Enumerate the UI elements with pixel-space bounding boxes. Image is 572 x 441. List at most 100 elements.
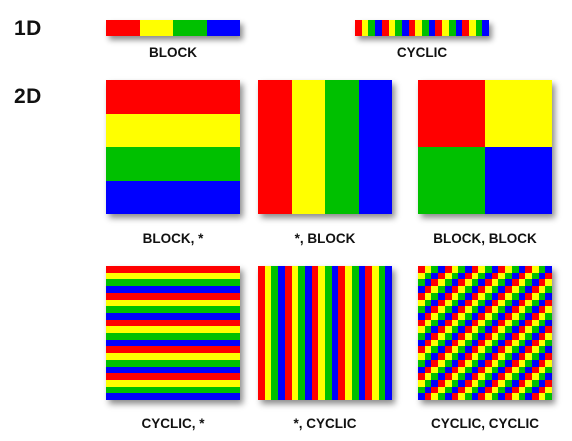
pattern-cell	[425, 293, 432, 301]
pattern-cell	[438, 380, 446, 388]
pattern-svg	[258, 80, 392, 214]
pattern-cell	[485, 300, 493, 307]
pattern-cell	[525, 279, 533, 287]
pattern-cell	[505, 313, 513, 321]
pattern-cell	[498, 360, 506, 368]
pattern-cell	[472, 393, 479, 400]
pattern-cell	[465, 373, 473, 381]
pattern-cell	[532, 326, 540, 334]
pattern-cell	[478, 353, 486, 361]
pattern-cell	[485, 326, 493, 334]
pattern-cell	[456, 20, 463, 36]
pattern-cell	[472, 279, 479, 287]
pattern-cell	[418, 279, 426, 287]
pattern-cell	[442, 20, 450, 36]
pattern-cell	[425, 273, 432, 280]
pattern-cell	[106, 320, 240, 327]
pattern-cell	[425, 286, 432, 294]
pattern-cell	[431, 320, 439, 327]
pattern-cell	[485, 346, 493, 354]
pattern-cell	[498, 286, 506, 294]
pattern-cell	[106, 306, 240, 314]
pattern-cell	[431, 306, 439, 314]
pattern-cell	[385, 266, 392, 400]
pattern-cell	[485, 333, 493, 341]
pattern-cell	[458, 279, 466, 287]
pattern-cell	[418, 266, 426, 274]
pattern-cell	[519, 360, 526, 368]
pattern-cell	[472, 373, 479, 381]
pattern-cell	[438, 393, 446, 400]
pattern-cell	[525, 340, 533, 347]
pattern-cell	[452, 393, 459, 400]
pattern-cell	[545, 300, 552, 307]
pattern-cell	[519, 147, 552, 182]
pattern-cell	[505, 360, 513, 368]
pattern-cell	[445, 306, 453, 314]
pattern-cell	[519, 367, 526, 374]
pattern-cell	[519, 273, 526, 280]
pattern-cell	[472, 367, 479, 374]
pattern-cell	[106, 333, 240, 341]
pattern-cell	[505, 333, 513, 341]
pattern-cell	[492, 293, 499, 301]
pattern-cell	[472, 273, 479, 280]
pattern-cell	[492, 353, 499, 361]
pattern-cell	[458, 353, 466, 361]
pattern-cell	[452, 353, 459, 361]
caption-star-block: *, BLOCK	[294, 231, 356, 246]
pattern-cell	[505, 387, 513, 394]
row-label-1d: 1D	[14, 17, 42, 40]
pattern-cell	[431, 266, 439, 274]
pattern-cell	[485, 293, 493, 301]
pattern-cell	[539, 367, 546, 374]
pattern-cell	[485, 313, 493, 321]
pattern-cell	[458, 320, 466, 327]
pattern-cell	[431, 333, 439, 341]
pattern-cell	[452, 326, 459, 334]
pattern-cell	[106, 286, 240, 294]
pattern-cell	[512, 333, 520, 341]
pattern-cell	[519, 373, 526, 381]
pattern-cell	[438, 293, 446, 301]
pattern-cell	[519, 380, 526, 388]
pattern-cell	[492, 273, 499, 280]
pattern-cell	[431, 353, 439, 361]
pattern-cell	[478, 360, 486, 368]
pattern-cell	[498, 326, 506, 334]
pattern-cell	[525, 373, 533, 381]
pattern-cell	[545, 313, 552, 321]
pattern-cell	[485, 340, 493, 347]
pattern-cell	[505, 273, 513, 280]
pattern-cell	[539, 286, 546, 294]
pattern-cell	[425, 320, 432, 327]
pattern-cell	[395, 20, 403, 36]
pattern-cell	[485, 181, 520, 214]
pattern-cell	[472, 286, 479, 294]
pattern-cell	[418, 300, 426, 307]
pattern-cell	[445, 300, 453, 307]
pattern-cell	[431, 373, 439, 381]
pattern-cell	[525, 273, 533, 280]
pattern-cell	[465, 333, 473, 341]
pattern-cell	[498, 266, 506, 274]
pattern-cell	[519, 320, 526, 327]
pattern-cell	[532, 346, 540, 354]
pattern-cell	[458, 346, 466, 354]
pattern-cell	[438, 286, 446, 294]
pattern-cell	[106, 181, 240, 214]
pattern-cell	[452, 373, 459, 381]
pattern-cell	[452, 279, 459, 287]
pattern-cell	[532, 266, 540, 274]
pattern-cell	[438, 333, 446, 341]
pattern-cell	[539, 326, 546, 334]
pattern-cell	[532, 367, 540, 374]
pattern-cell	[452, 360, 459, 368]
pattern-cell	[532, 353, 540, 361]
pattern-cell	[512, 320, 520, 327]
pattern-cell	[431, 367, 439, 374]
pattern-cell	[498, 373, 506, 381]
pattern-cell	[512, 273, 520, 280]
pattern-cell	[431, 380, 439, 388]
pattern-cell	[478, 306, 486, 314]
